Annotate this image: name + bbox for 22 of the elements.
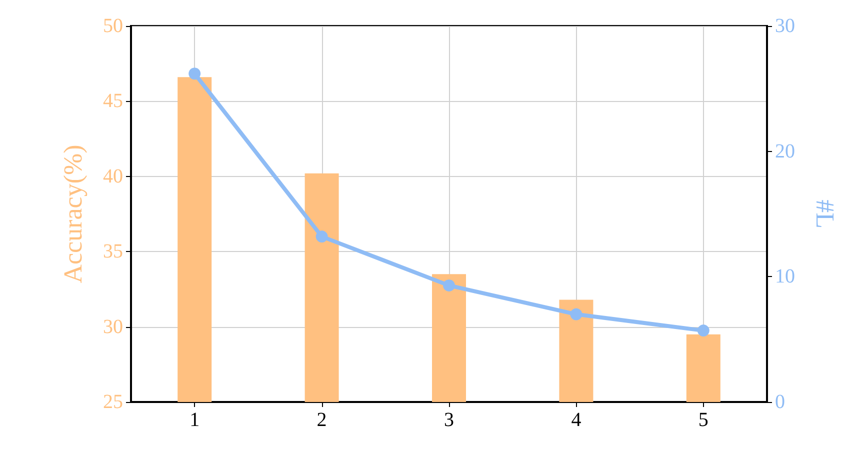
y-tick-label: 25 bbox=[103, 391, 123, 413]
y-axis-title: Accuracy(%) bbox=[58, 144, 88, 284]
x-tick-label: 1 bbox=[190, 409, 200, 431]
point bbox=[316, 230, 328, 243]
point bbox=[570, 308, 582, 320]
y-tick-label: 40 bbox=[103, 165, 123, 188]
y2-tick-label: 30 bbox=[775, 15, 795, 37]
y2-tick-label: 20 bbox=[775, 140, 795, 162]
y2-tick-label: 0 bbox=[775, 391, 785, 413]
point bbox=[697, 324, 710, 337]
y-tick-label: 30 bbox=[103, 316, 123, 338]
x-tick-label: 2 bbox=[316, 409, 327, 431]
y-tick-label: 50 bbox=[103, 15, 123, 37]
point bbox=[443, 279, 455, 292]
x-tick-label: 4 bbox=[571, 409, 582, 431]
y-tick-label: 35 bbox=[103, 240, 123, 263]
x-tick-label: 5 bbox=[698, 409, 708, 431]
y2-axis-title: #L bbox=[810, 200, 840, 228]
point bbox=[188, 68, 201, 80]
x-tick-label: 3 bbox=[444, 409, 454, 431]
y-tick-label: 45 bbox=[103, 90, 123, 112]
y2-tick-label: 10 bbox=[775, 266, 795, 288]
